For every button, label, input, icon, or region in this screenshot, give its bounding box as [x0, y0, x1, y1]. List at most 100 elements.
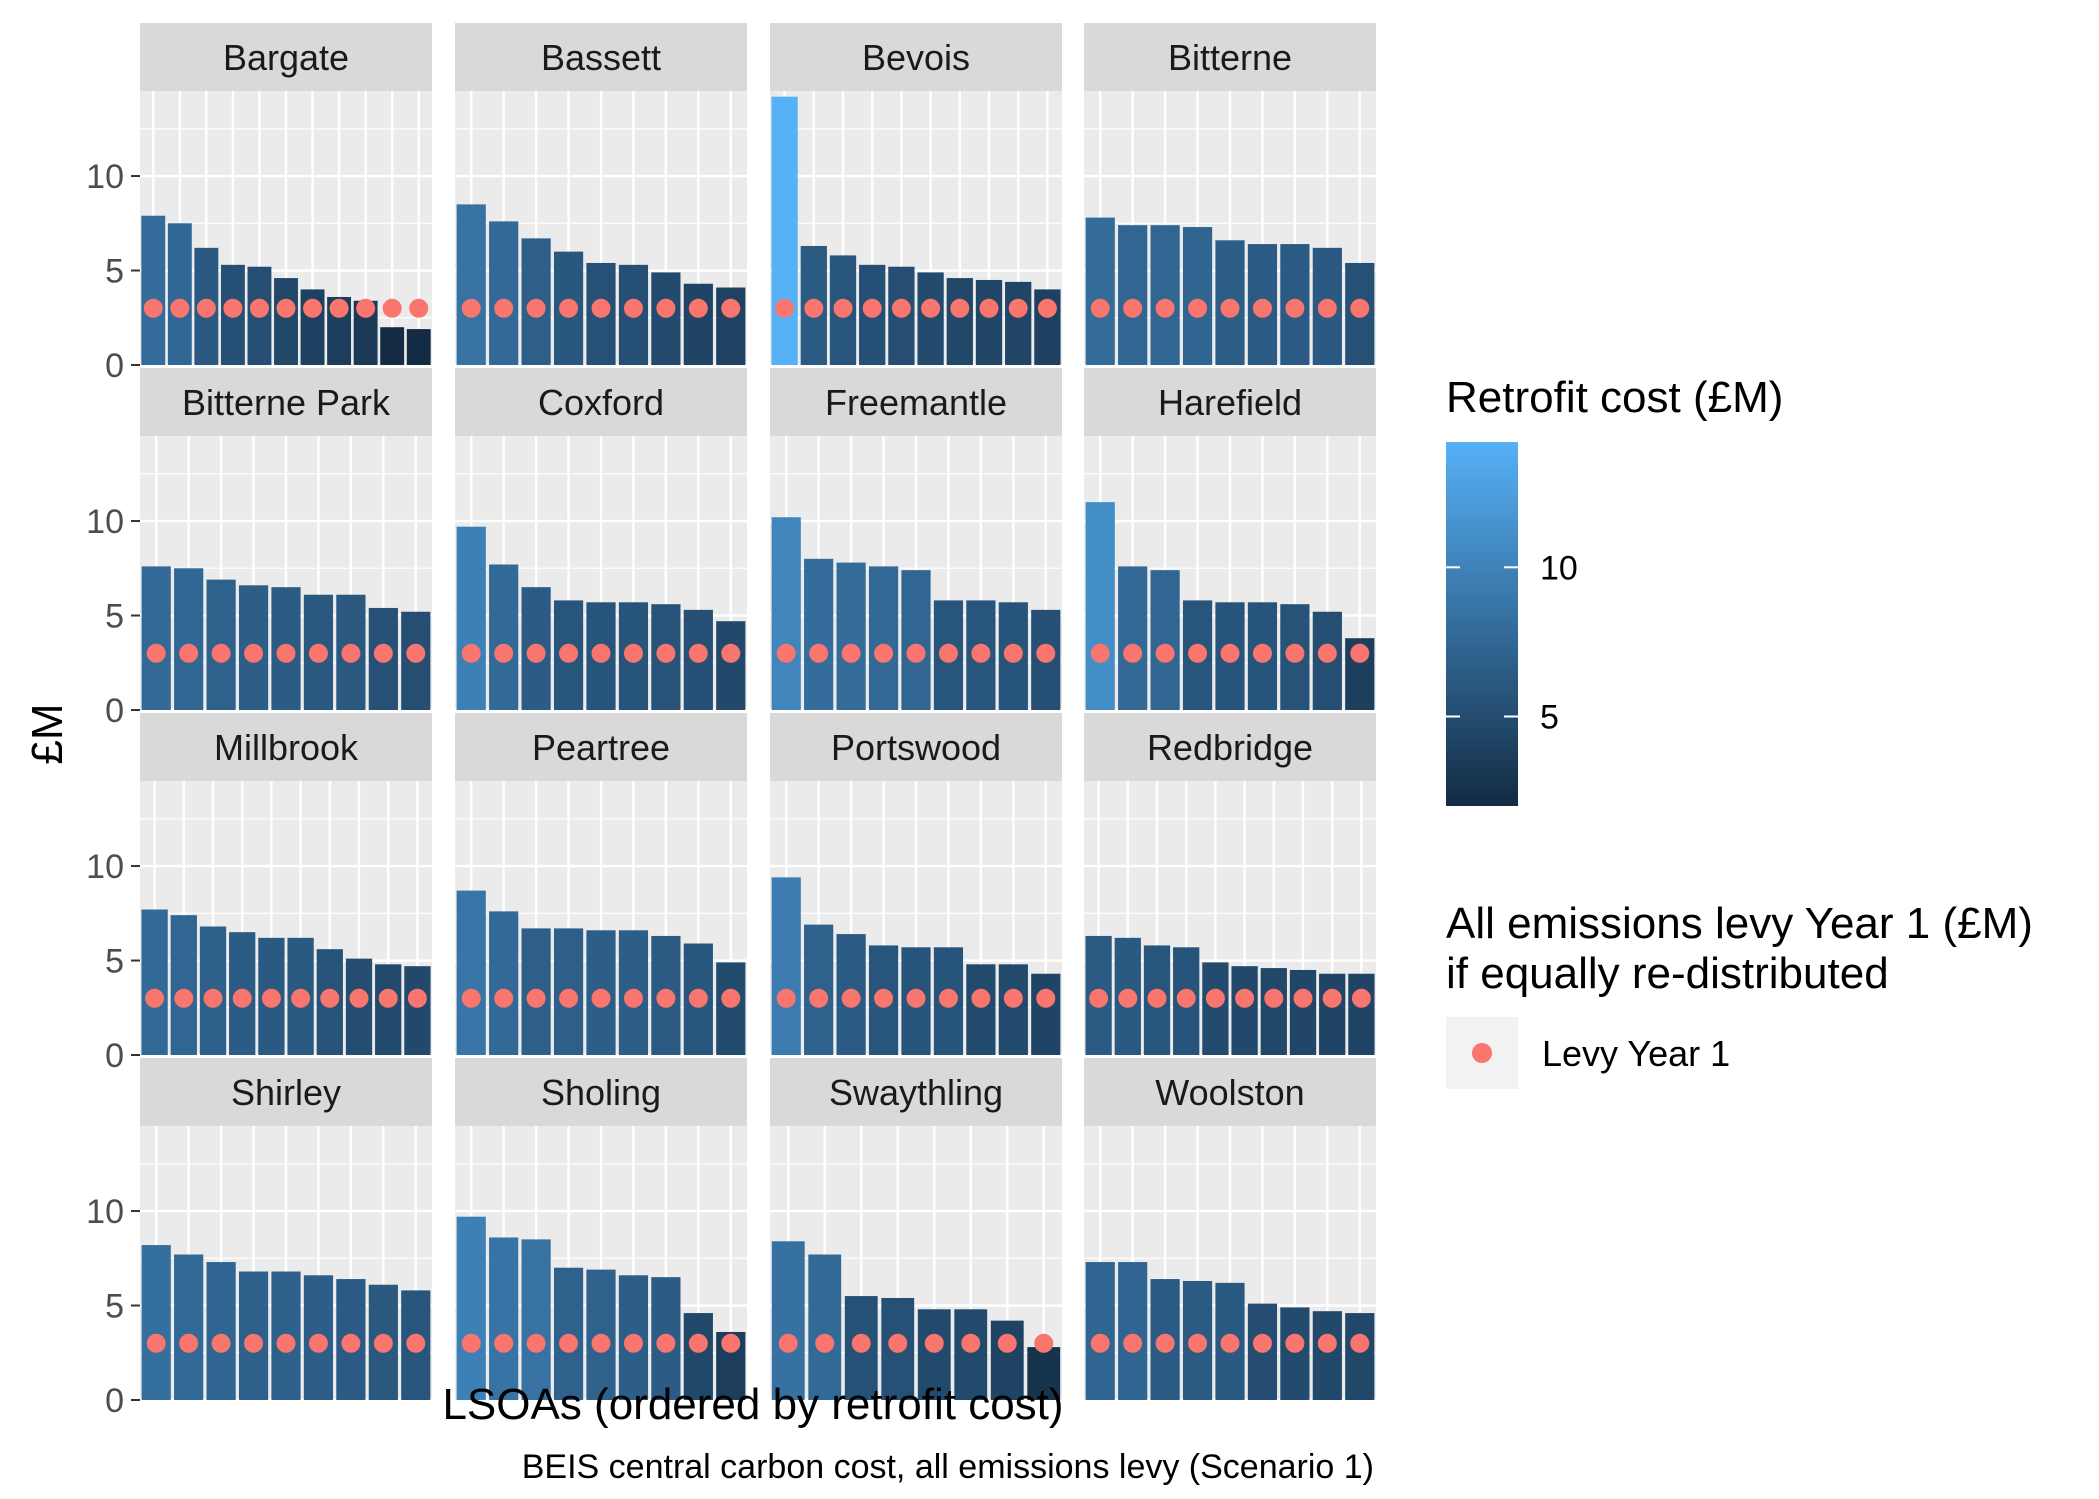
levy-point: [179, 643, 199, 663]
levy-point: [1147, 988, 1167, 1008]
levy-point: [778, 1333, 798, 1353]
bar: [170, 915, 197, 1055]
levy-point: [1089, 988, 1109, 1008]
bar: [1319, 973, 1346, 1055]
levy-point: [1235, 988, 1255, 1008]
levy-point: [1252, 298, 1272, 318]
y-tick-label: 5: [105, 253, 124, 291]
levy-point: [461, 988, 481, 1008]
bar: [651, 272, 681, 365]
levy-point: [888, 1333, 908, 1353]
facet-panel: Swaythling: [770, 1058, 1062, 1402]
facet-strip: [1084, 713, 1376, 781]
levy-point: [1036, 643, 1056, 663]
levy-point: [1155, 1333, 1175, 1353]
levy-point: [146, 643, 166, 663]
bar: [380, 327, 405, 365]
levy-point: [373, 643, 393, 663]
levy-point: [1220, 1333, 1240, 1353]
levy-point: [1220, 643, 1240, 663]
facet-label: Woolston: [1155, 1072, 1304, 1113]
levy-point: [559, 298, 579, 318]
bar: [716, 621, 746, 710]
facet-panel: Sholing: [455, 1058, 747, 1402]
color-bar-tick-label: 5: [1540, 698, 1559, 736]
levy-point: [1034, 1333, 1054, 1353]
facet-panel: Bitterne Park 0 5 10: [86, 368, 432, 730]
color-legend-title: Retrofit cost (£M): [1446, 373, 1783, 422]
bar: [406, 329, 431, 365]
bar: [141, 566, 171, 710]
levy-point: [1285, 298, 1305, 318]
bar: [975, 279, 1003, 365]
levy-point: [623, 643, 643, 663]
levy-point: [1037, 298, 1057, 318]
levy-point: [1252, 643, 1272, 663]
levy-point: [1003, 988, 1023, 1008]
levy-point: [526, 988, 546, 1008]
facet-label: Millbrook: [214, 727, 359, 768]
facet-strip: [770, 713, 1062, 781]
bar: [917, 1309, 951, 1400]
levy-point: [1123, 643, 1143, 663]
levy-point: [308, 643, 328, 663]
y-tick-label: 0: [105, 692, 124, 730]
levy-point: [1350, 643, 1370, 663]
levy-point: [1293, 988, 1313, 1008]
point-legend-title-line-1: All emissions levy Year 1 (£M): [1446, 899, 2033, 948]
levy-point: [1003, 643, 1023, 663]
facet-panel: Bargate 0 5 10: [86, 23, 432, 385]
levy-point: [874, 988, 894, 1008]
levy-point: [1317, 298, 1337, 318]
levy-point: [494, 1333, 514, 1353]
levy-point: [526, 643, 546, 663]
bar: [1150, 225, 1180, 365]
levy-point: [591, 1333, 611, 1353]
bar: [489, 221, 519, 365]
levy-point: [1090, 643, 1110, 663]
levy-point: [1036, 988, 1056, 1008]
levy-point: [776, 988, 796, 1008]
facet-label: Peartree: [532, 727, 670, 768]
bar: [274, 278, 298, 365]
facet-strip: [140, 23, 432, 91]
facet-strip: [770, 368, 1062, 436]
facet-label: Bassett: [541, 37, 661, 78]
levy-point: [1252, 1333, 1272, 1353]
facet-label: Portswood: [831, 727, 1001, 768]
levy-point: [276, 643, 296, 663]
levy-point: [1090, 1333, 1110, 1353]
facet-strip: [1084, 23, 1376, 91]
levy-point: [211, 1333, 231, 1353]
levy-point: [261, 988, 281, 1008]
levy-point: [924, 1333, 944, 1353]
bar: [174, 568, 204, 710]
levy-point: [591, 643, 611, 663]
bar: [1118, 225, 1148, 365]
levy-point: [461, 643, 481, 663]
levy-point: [906, 643, 926, 663]
levy-point: [378, 988, 398, 1008]
bar: [1312, 1311, 1342, 1400]
y-tick-label: 10: [86, 848, 124, 886]
levy-point: [1008, 298, 1028, 318]
bar: [353, 300, 378, 365]
bar: [375, 964, 402, 1055]
levy-point: [526, 1333, 546, 1353]
legend: Retrofit cost (£M) 5 10 All emissions lev…: [1446, 373, 2033, 1089]
facet-label: Shirley: [231, 1072, 341, 1113]
facet-label: Harefield: [1158, 382, 1302, 423]
levy-point: [211, 643, 231, 663]
facet-strip: [1084, 1058, 1376, 1126]
levy-point: [145, 988, 165, 1008]
bar: [141, 1245, 171, 1400]
y-tick-label: 5: [105, 598, 124, 636]
bar: [868, 566, 899, 710]
facet-strip: [140, 713, 432, 781]
levy-point: [656, 988, 676, 1008]
levy-point: [559, 988, 579, 1008]
color-bar-tick-label: 10: [1540, 549, 1578, 587]
bar: [1150, 570, 1180, 710]
levy-point: [950, 298, 970, 318]
